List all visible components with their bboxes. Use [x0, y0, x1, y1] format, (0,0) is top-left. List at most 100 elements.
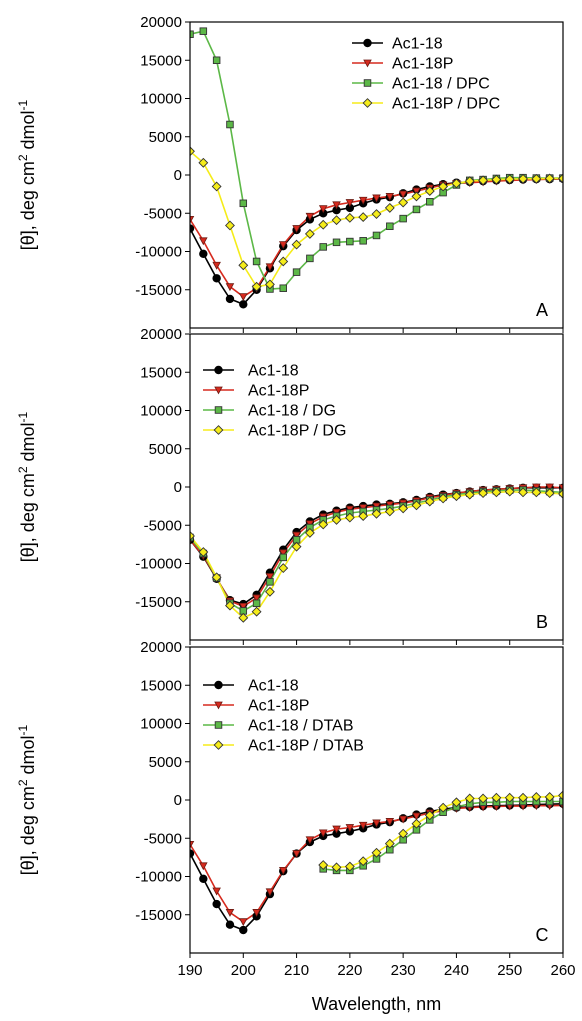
- data-point: [214, 701, 223, 710]
- series-group: [190, 790, 563, 935]
- data-point: [331, 514, 342, 525]
- data-point: [363, 59, 372, 68]
- data-point: [559, 797, 563, 806]
- data-point: [332, 201, 341, 210]
- data-point: [226, 120, 234, 129]
- data-point: [318, 860, 329, 870]
- legend: Ac1-18 Ac1-18P Ac1-18 / DTAB Ac1-18P / DTAB: [203, 678, 364, 755]
- data-point: [438, 493, 449, 504]
- data-point: [398, 828, 409, 839]
- legend-label: Ac1-18P / DTAB: [248, 738, 364, 755]
- data-point: [306, 254, 314, 263]
- data-point: [558, 790, 563, 801]
- data-point: [358, 196, 368, 205]
- data-point: [346, 237, 354, 246]
- data-point: [531, 792, 542, 802]
- data-point: [304, 527, 315, 538]
- y-axis-title-sup: 2: [16, 779, 30, 786]
- data-point: [265, 263, 275, 272]
- data-point: [291, 541, 302, 552]
- data-point: [252, 594, 261, 603]
- y-tick-label: -10000: [135, 556, 182, 573]
- data-point: [371, 508, 382, 519]
- data-point: [399, 214, 407, 223]
- data-point: [438, 802, 449, 813]
- data-point: [558, 484, 563, 493]
- y-axis-title-mid: dmol: [18, 110, 38, 154]
- data-point: [318, 519, 329, 530]
- data-point: [344, 861, 355, 872]
- data-point: [292, 531, 301, 540]
- data-point: [199, 249, 208, 258]
- data-point: [478, 793, 489, 804]
- plot-frame: [189, 21, 564, 329]
- legend-label: Ac1-18 / DG: [248, 403, 336, 420]
- x-tick-label: 230: [391, 962, 416, 979]
- plot-frame: [189, 333, 564, 641]
- y-tick-label: 15000: [140, 52, 182, 69]
- data-point: [291, 239, 302, 250]
- y-axis-title-sup: -1: [16, 411, 30, 422]
- data-point: [238, 260, 249, 271]
- data-point: [238, 612, 249, 623]
- y-axis-title: [θ], deg cm2 dmol-1: [16, 724, 38, 875]
- data-point: [252, 257, 261, 266]
- data-point: [251, 281, 262, 292]
- legend-label: Ac1-18 / DPC: [392, 76, 490, 93]
- y-tick-label: 5000: [149, 441, 182, 458]
- data-point: [211, 181, 222, 192]
- y-tick-label: 15000: [140, 677, 182, 694]
- x-tick-label: 250: [497, 962, 522, 979]
- legend-label: Ac1-18: [392, 36, 443, 53]
- data-point: [318, 829, 328, 838]
- legend-label: Ac1-18P / DG: [248, 423, 346, 440]
- data-point: [358, 511, 369, 522]
- data-point: [265, 573, 275, 581]
- data-point: [212, 261, 221, 270]
- y-tick-label: 20000: [140, 14, 182, 31]
- data-point: [252, 909, 261, 917]
- data-point: [265, 888, 275, 897]
- data-point: [279, 284, 288, 292]
- panel-letter: B: [536, 612, 548, 632]
- data-point: [214, 680, 223, 690]
- data-point: [190, 215, 195, 224]
- data-point: [464, 176, 475, 187]
- y-tick-label: 5000: [149, 129, 182, 146]
- data-point: [358, 856, 369, 867]
- y-axis-title-sup: 2: [16, 154, 30, 161]
- data-point: [451, 491, 462, 502]
- data-point: [344, 512, 355, 523]
- legend-label: Ac1-18: [248, 678, 299, 695]
- series-line: [190, 30, 563, 290]
- y-tick-label: 10000: [140, 91, 182, 108]
- data-point: [332, 825, 341, 834]
- data-point: [212, 56, 221, 65]
- data-point: [518, 173, 528, 184]
- data-point: [345, 199, 355, 207]
- y-tick-label: 0: [174, 167, 182, 184]
- data-point: [478, 488, 489, 499]
- y-tick-label: -15000: [135, 594, 182, 611]
- data-point: [398, 815, 408, 824]
- data-point: [411, 191, 422, 202]
- data-point: [266, 578, 274, 586]
- legend: Ac1-18 Ac1-18P Ac1-18 / DPC Ac1-18P / DPC: [352, 36, 500, 113]
- data-point: [451, 178, 462, 189]
- x-tick-label: 200: [231, 962, 256, 979]
- data-point: [319, 243, 327, 251]
- y-axis-title-mid: dmol: [18, 422, 38, 466]
- data-point: [214, 721, 223, 729]
- data-point: [278, 241, 288, 250]
- data-point: [545, 483, 554, 492]
- data-point: [384, 202, 395, 213]
- data-point: [372, 819, 381, 828]
- data-point: [331, 215, 342, 226]
- data-point: [411, 818, 422, 829]
- data-point: [251, 606, 262, 617]
- y-tick-label: -15000: [135, 282, 182, 299]
- data-point: [239, 602, 248, 611]
- data-point: [518, 792, 528, 803]
- data-point: [190, 840, 195, 849]
- x-tick-label: 210: [284, 962, 309, 979]
